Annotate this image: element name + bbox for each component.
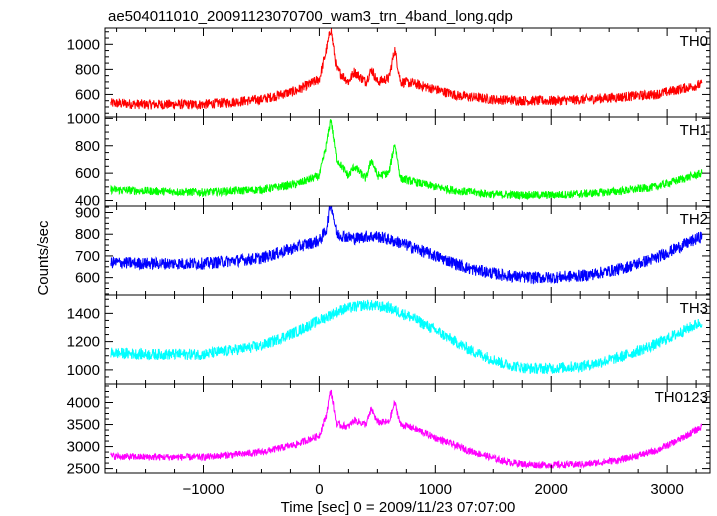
panel-th2: 600 700 800 900 TH2 [75, 205, 711, 296]
series-label-th0123: TH0123 [655, 389, 708, 406]
y-tick-label: 800 [75, 61, 100, 78]
x-tick-label: 3000 [650, 481, 683, 498]
y-tick-label: 1000 [67, 362, 100, 379]
x-tick-label: 0 [315, 481, 323, 498]
panel-th0123: 2500 3000 3500 4000 TH0123 [67, 383, 711, 478]
panel-frame [104, 294, 711, 385]
y-tick-label: 800 [75, 226, 100, 243]
y-tick-label: 700 [75, 248, 100, 265]
panel-frame [104, 383, 711, 474]
series-line-th3 [110, 299, 703, 375]
panel-th3: 1000 1200 1400 TH3 [67, 294, 711, 385]
series-line-th1 [110, 118, 703, 201]
x-axis-title: Time [sec] 0 = 2009/11/23 07:07:00 [281, 499, 516, 516]
y-tick-label: 600 [75, 270, 100, 287]
y-tick-label: 900 [75, 205, 100, 222]
y-tick-label: 600 [75, 86, 100, 103]
y-tick-label: 3000 [67, 439, 100, 456]
x-tick-label: −1000 [182, 481, 224, 498]
panel-th0: 600 800 1000 TH0 [67, 27, 711, 118]
y-tick-label: 1400 [67, 305, 100, 322]
x-tick-label: 2000 [535, 481, 568, 498]
series-line-th2 [110, 206, 703, 285]
y-tick-label: 1000 [67, 110, 100, 127]
y-tick-label: 3500 [67, 417, 100, 434]
series-label-th2: TH2 [680, 211, 708, 228]
series-label-th3: TH3 [680, 300, 708, 317]
y-tick-label: 1200 [67, 334, 100, 351]
panel-th1: 400 600 800 1000 TH1 [67, 110, 711, 210]
series-line-th0 [110, 28, 703, 111]
y-tick-label: 800 [75, 138, 100, 155]
y-tick-label: 1000 [67, 36, 100, 53]
chart-title: ae504011010_20091123070700_wam3_trn_4ban… [108, 8, 513, 25]
y-tick-label: 2500 [67, 461, 100, 478]
x-tick-label: 1000 [419, 481, 452, 498]
series-label-th1: TH1 [680, 122, 708, 139]
x-tick-labels: −1000 0 1000 2000 3000 [182, 481, 683, 498]
series-line-th0123 [110, 389, 703, 470]
y-tick-label: 600 [75, 165, 100, 182]
stacked-panels: 600 800 1000 TH0 400 600 800 1000 TH1 600 700 800 90… [67, 27, 711, 498]
y-tick-label: 400 [75, 193, 100, 210]
series-label-th0: TH0 [680, 33, 708, 50]
y-tick-label: 4000 [67, 395, 100, 412]
y-axis-title: Counts/sec [35, 220, 52, 296]
